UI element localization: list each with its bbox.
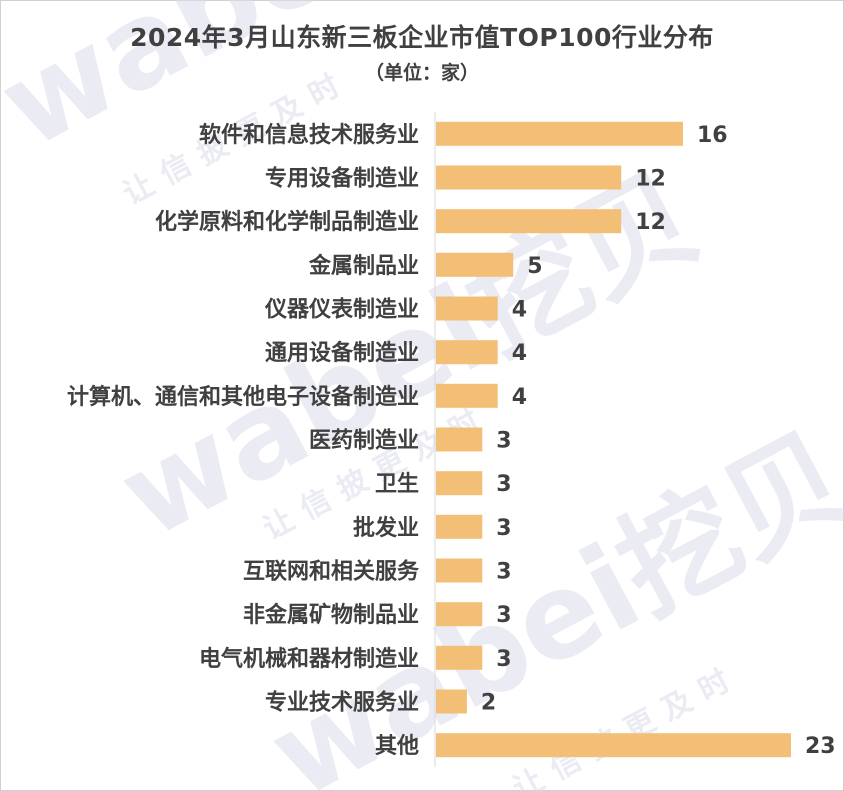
category-label-15: 其他 [375, 734, 419, 759]
category-label-4: 金属制品业 [308, 253, 419, 279]
data-label-14: 2 [481, 691, 496, 716]
bar-15 [436, 733, 791, 758]
category-label-2: 专用设备制造业 [265, 166, 419, 192]
bar-14 [436, 689, 467, 714]
data-label-5: 4 [512, 298, 527, 323]
data-label-4: 5 [527, 254, 542, 279]
data-label-13: 3 [496, 647, 511, 672]
bar-7 [436, 383, 498, 408]
data-label-7: 4 [512, 385, 527, 410]
data-label-11: 3 [496, 560, 511, 585]
bar-13 [436, 645, 483, 670]
data-label-2: 12 [635, 167, 666, 192]
bar-6 [436, 340, 498, 365]
category-label-5: 仪器仪表制造业 [264, 298, 419, 323]
data-label-12: 3 [496, 603, 511, 628]
category-label-10: 批发业 [353, 515, 419, 541]
data-label-9: 3 [496, 472, 511, 497]
bar-2 [436, 165, 622, 190]
bar-10 [436, 514, 483, 539]
bar-4 [436, 252, 514, 277]
data-label-10: 3 [496, 516, 511, 541]
bar-11 [436, 558, 483, 583]
data-label-8: 3 [496, 429, 511, 454]
category-label-6: 通用设备制造业 [265, 340, 419, 366]
bar-9 [436, 471, 483, 496]
category-label-7: 计算机、通信和其他电子设备制造业 [67, 384, 419, 410]
category-label-9: 卫生 [375, 472, 419, 497]
chart-title: 2024年3月山东新三板企业市值TOP100行业分布 [130, 23, 714, 52]
chart-subtitle: （单位：家） [364, 62, 479, 84]
category-label-14: 专业技术服务业 [265, 690, 419, 716]
data-label-6: 4 [512, 341, 527, 366]
category-label-8: 医药制造业 [309, 429, 419, 454]
bar-3 [436, 209, 622, 234]
category-label-12: 非金属矿物制品业 [243, 602, 419, 628]
category-label-3: 化学原料和化学制品制造业 [155, 209, 419, 235]
data-label-15: 23 [805, 734, 836, 759]
bar-5 [436, 296, 498, 321]
category-label-1: 软件和信息技术服务业 [199, 122, 419, 148]
data-label-1: 16 [697, 123, 728, 148]
bar-1 [436, 121, 683, 146]
bar-12 [436, 602, 483, 627]
bars [436, 121, 791, 758]
bar-8 [436, 427, 483, 452]
category-labels: 软件和信息技术服务业专用设备制造业化学原料和化学制品制造业金属制品业仪器仪表制造… [67, 122, 420, 759]
category-label-11: 互联网和相关服务 [243, 560, 420, 585]
data-label-3: 12 [635, 210, 666, 235]
category-label-13: 电气机械和器材制造业 [199, 646, 419, 672]
